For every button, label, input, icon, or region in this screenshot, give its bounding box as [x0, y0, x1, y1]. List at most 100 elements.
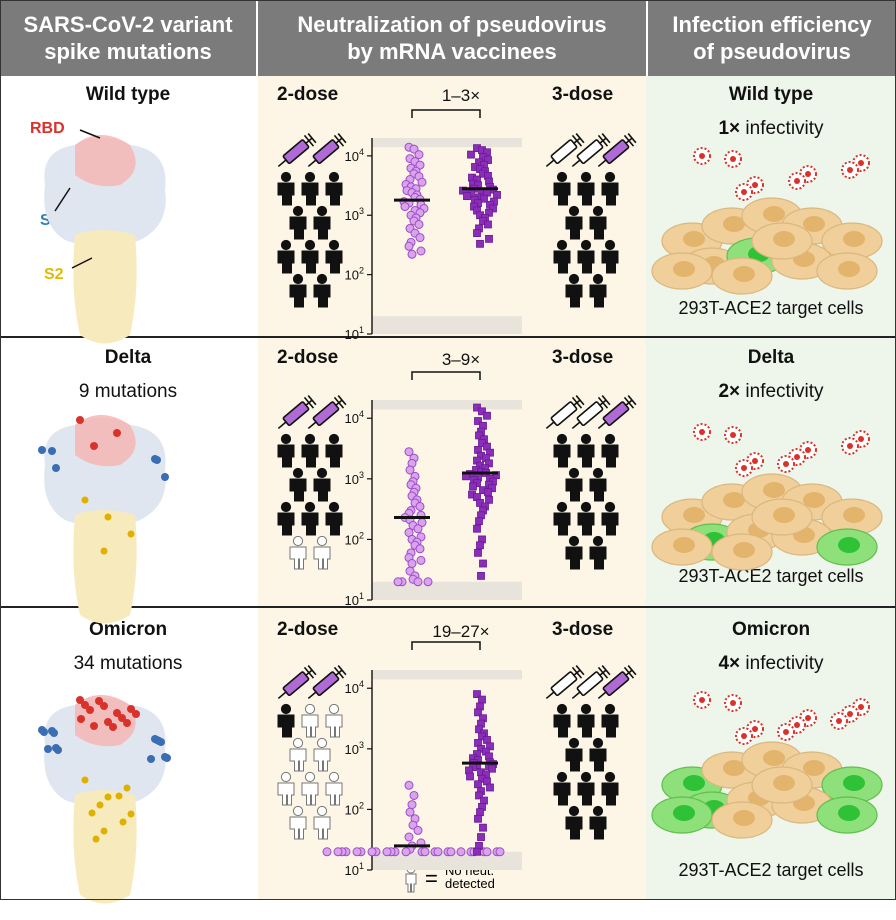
two-dose-vaccinee-group: [277, 433, 343, 570]
infection-variant-name: Omicron: [731, 619, 811, 640]
syringe-icon: [597, 395, 637, 430]
header-col1-line1: SARS-CoV-2 variant: [23, 12, 233, 37]
no-neut-person-icon: [289, 737, 307, 772]
s2-domain: [73, 510, 137, 624]
virus-core: [794, 722, 800, 728]
virus-core: [805, 171, 811, 177]
syringe-needle: [597, 421, 607, 430]
legend-equals: =: [425, 866, 438, 891]
s1-mutation: [157, 738, 165, 746]
three-dose-point: [473, 229, 481, 238]
person-body: [325, 512, 343, 536]
person-body: [589, 284, 607, 308]
person-body: [577, 512, 595, 536]
syringe-needle: [307, 421, 317, 430]
person-body: [301, 714, 319, 738]
vaccinee-person-icon: [277, 501, 295, 536]
syringe-barrel: [602, 401, 630, 427]
cell-nucleus: [803, 760, 825, 776]
s2-domain: [73, 790, 137, 904]
rbd-mutation: [77, 715, 85, 723]
person-head: [304, 703, 316, 715]
person-head: [280, 703, 292, 715]
lower-limit-band: [372, 316, 522, 334]
vaccinee-person-icon: [577, 239, 595, 274]
three-dose-point: [474, 708, 482, 717]
person-body: [565, 546, 583, 570]
three-dose-point: [473, 847, 481, 856]
three-dose-label: 3-dose: [552, 347, 614, 368]
person-head: [304, 771, 316, 783]
syringe-needle: [277, 159, 287, 168]
person-head: [304, 433, 316, 445]
person-body: [313, 546, 331, 570]
three-dose-point: [480, 194, 488, 203]
variant-name-wild-type: Wild type: [85, 84, 171, 105]
s1-mutation: [147, 755, 155, 763]
person-head: [280, 433, 292, 445]
s1-mutation: [52, 464, 60, 472]
upper-limit-band: [372, 400, 522, 410]
two-dose-point: [333, 847, 343, 857]
person-body: [601, 182, 619, 206]
pseudovirus-particle: [735, 727, 753, 745]
two-dose-point: [405, 807, 415, 817]
three-dose-point: [474, 814, 482, 823]
person-head: [328, 433, 340, 445]
person-head: [580, 433, 592, 445]
header-infection-efficiency: Infection efficiency of pseudovirus: [648, 0, 896, 76]
person-body: [277, 512, 295, 536]
three-dose-vaccinee-group: [553, 703, 619, 840]
person-head: [292, 805, 304, 817]
virus-core: [699, 153, 705, 159]
person-head: [316, 205, 328, 217]
syringe-needle: [277, 421, 287, 430]
person-body: [277, 444, 295, 468]
no-neut-person-icon: [325, 771, 343, 806]
y-tick-label: 104: [345, 409, 364, 426]
s2-mutation: [115, 792, 123, 800]
syringe-flange: [303, 666, 315, 679]
three-dose-point: [479, 823, 487, 832]
y-tick-label: 104: [345, 147, 364, 164]
s1-mutation: [163, 754, 171, 762]
vaccinee-person-icon: [553, 433, 571, 468]
vaccinee-person-icon: [553, 771, 571, 806]
person-body: [589, 748, 607, 772]
person-head: [280, 171, 292, 183]
virus-core: [858, 436, 864, 442]
person-head: [604, 703, 616, 715]
vaccinee-person-icon: [601, 771, 619, 806]
three-dose-point: [484, 156, 492, 164]
target-cells-illustration: [651, 147, 883, 295]
person-body: [565, 478, 583, 502]
s2-mutation: [127, 530, 135, 538]
syringe-icon: [277, 665, 317, 700]
two-dose-point: [415, 233, 425, 243]
person-head: [316, 273, 328, 285]
person-head: [604, 501, 616, 513]
s2-mutation: [81, 776, 89, 784]
spike-protein-structure: [38, 695, 171, 904]
person-body: [601, 782, 619, 806]
two-dose-point: [409, 144, 419, 154]
no-neut-person-icon: [325, 703, 343, 738]
virus-core: [730, 432, 736, 438]
cell-nucleus: [843, 775, 865, 791]
two-dose-point: [404, 447, 414, 457]
syringe-flange: [597, 666, 609, 679]
person-head: [304, 501, 316, 513]
vaccinee-person-icon: [601, 171, 619, 206]
syringe-barrel: [312, 401, 340, 427]
three-dose-point: [485, 495, 493, 504]
person-head: [568, 535, 580, 547]
person-body: [313, 748, 331, 772]
syringe-flange: [571, 666, 583, 679]
no-neut-person-icon: [301, 703, 319, 738]
y-tick-label: 103: [345, 470, 364, 487]
two-dose-syringes: [277, 395, 347, 430]
person-body: [301, 782, 319, 806]
two-dose-point: [416, 555, 426, 565]
three-dose-label: 3-dose: [552, 619, 614, 640]
person-body: [577, 250, 595, 274]
